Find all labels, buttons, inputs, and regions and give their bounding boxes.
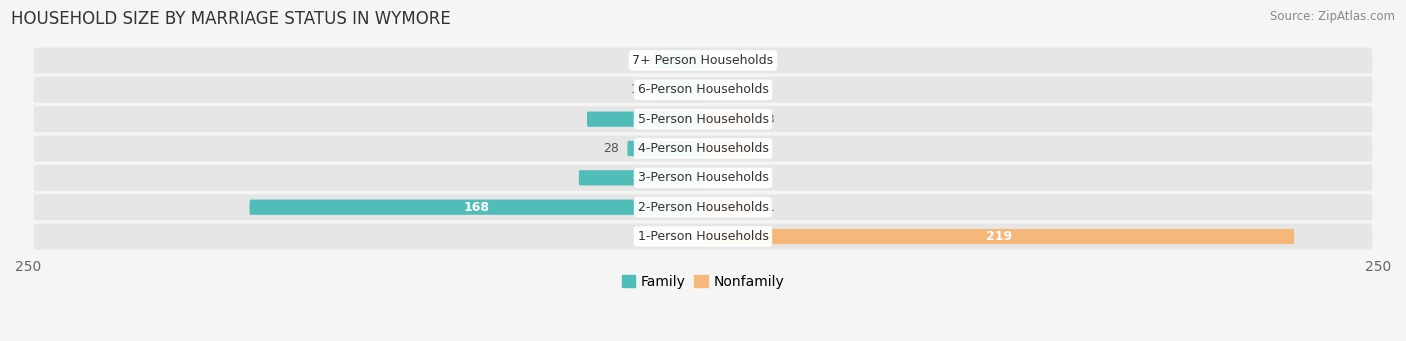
FancyBboxPatch shape <box>703 112 752 127</box>
Text: 5-Person Households: 5-Person Households <box>637 113 769 125</box>
FancyBboxPatch shape <box>703 199 752 215</box>
Text: 6-Person Households: 6-Person Households <box>637 83 769 96</box>
FancyBboxPatch shape <box>586 112 703 127</box>
FancyBboxPatch shape <box>34 47 1372 73</box>
Text: Source: ZipAtlas.com: Source: ZipAtlas.com <box>1270 10 1395 23</box>
Text: 15: 15 <box>630 83 647 96</box>
Text: 1-Person Households: 1-Person Households <box>637 230 769 243</box>
FancyBboxPatch shape <box>34 136 1372 161</box>
Legend: Family, Nonfamily: Family, Nonfamily <box>616 269 790 295</box>
FancyBboxPatch shape <box>34 106 1372 132</box>
Text: 7+ Person Households: 7+ Person Households <box>633 54 773 67</box>
Text: 28: 28 <box>603 142 619 155</box>
FancyBboxPatch shape <box>34 77 1372 103</box>
Text: 4-Person Households: 4-Person Households <box>637 142 769 155</box>
FancyBboxPatch shape <box>34 224 1372 249</box>
Text: 2: 2 <box>638 54 647 67</box>
FancyBboxPatch shape <box>627 141 703 156</box>
FancyBboxPatch shape <box>654 82 703 98</box>
Text: 3-Person Households: 3-Person Households <box>637 171 769 184</box>
FancyBboxPatch shape <box>34 194 1372 220</box>
Text: 46: 46 <box>633 171 650 184</box>
Text: 11: 11 <box>759 201 776 214</box>
Text: HOUSEHOLD SIZE BY MARRIAGE STATUS IN WYMORE: HOUSEHOLD SIZE BY MARRIAGE STATUS IN WYM… <box>11 10 451 28</box>
Text: 219: 219 <box>986 230 1012 243</box>
Text: 2: 2 <box>759 142 768 155</box>
FancyBboxPatch shape <box>249 199 703 215</box>
FancyBboxPatch shape <box>579 170 703 186</box>
FancyBboxPatch shape <box>34 165 1372 191</box>
Text: 43: 43 <box>637 113 654 125</box>
FancyBboxPatch shape <box>703 229 1294 244</box>
FancyBboxPatch shape <box>654 53 703 68</box>
Text: 168: 168 <box>463 201 489 214</box>
FancyBboxPatch shape <box>703 141 752 156</box>
Text: 2-Person Households: 2-Person Households <box>637 201 769 214</box>
Text: 13: 13 <box>759 113 776 125</box>
